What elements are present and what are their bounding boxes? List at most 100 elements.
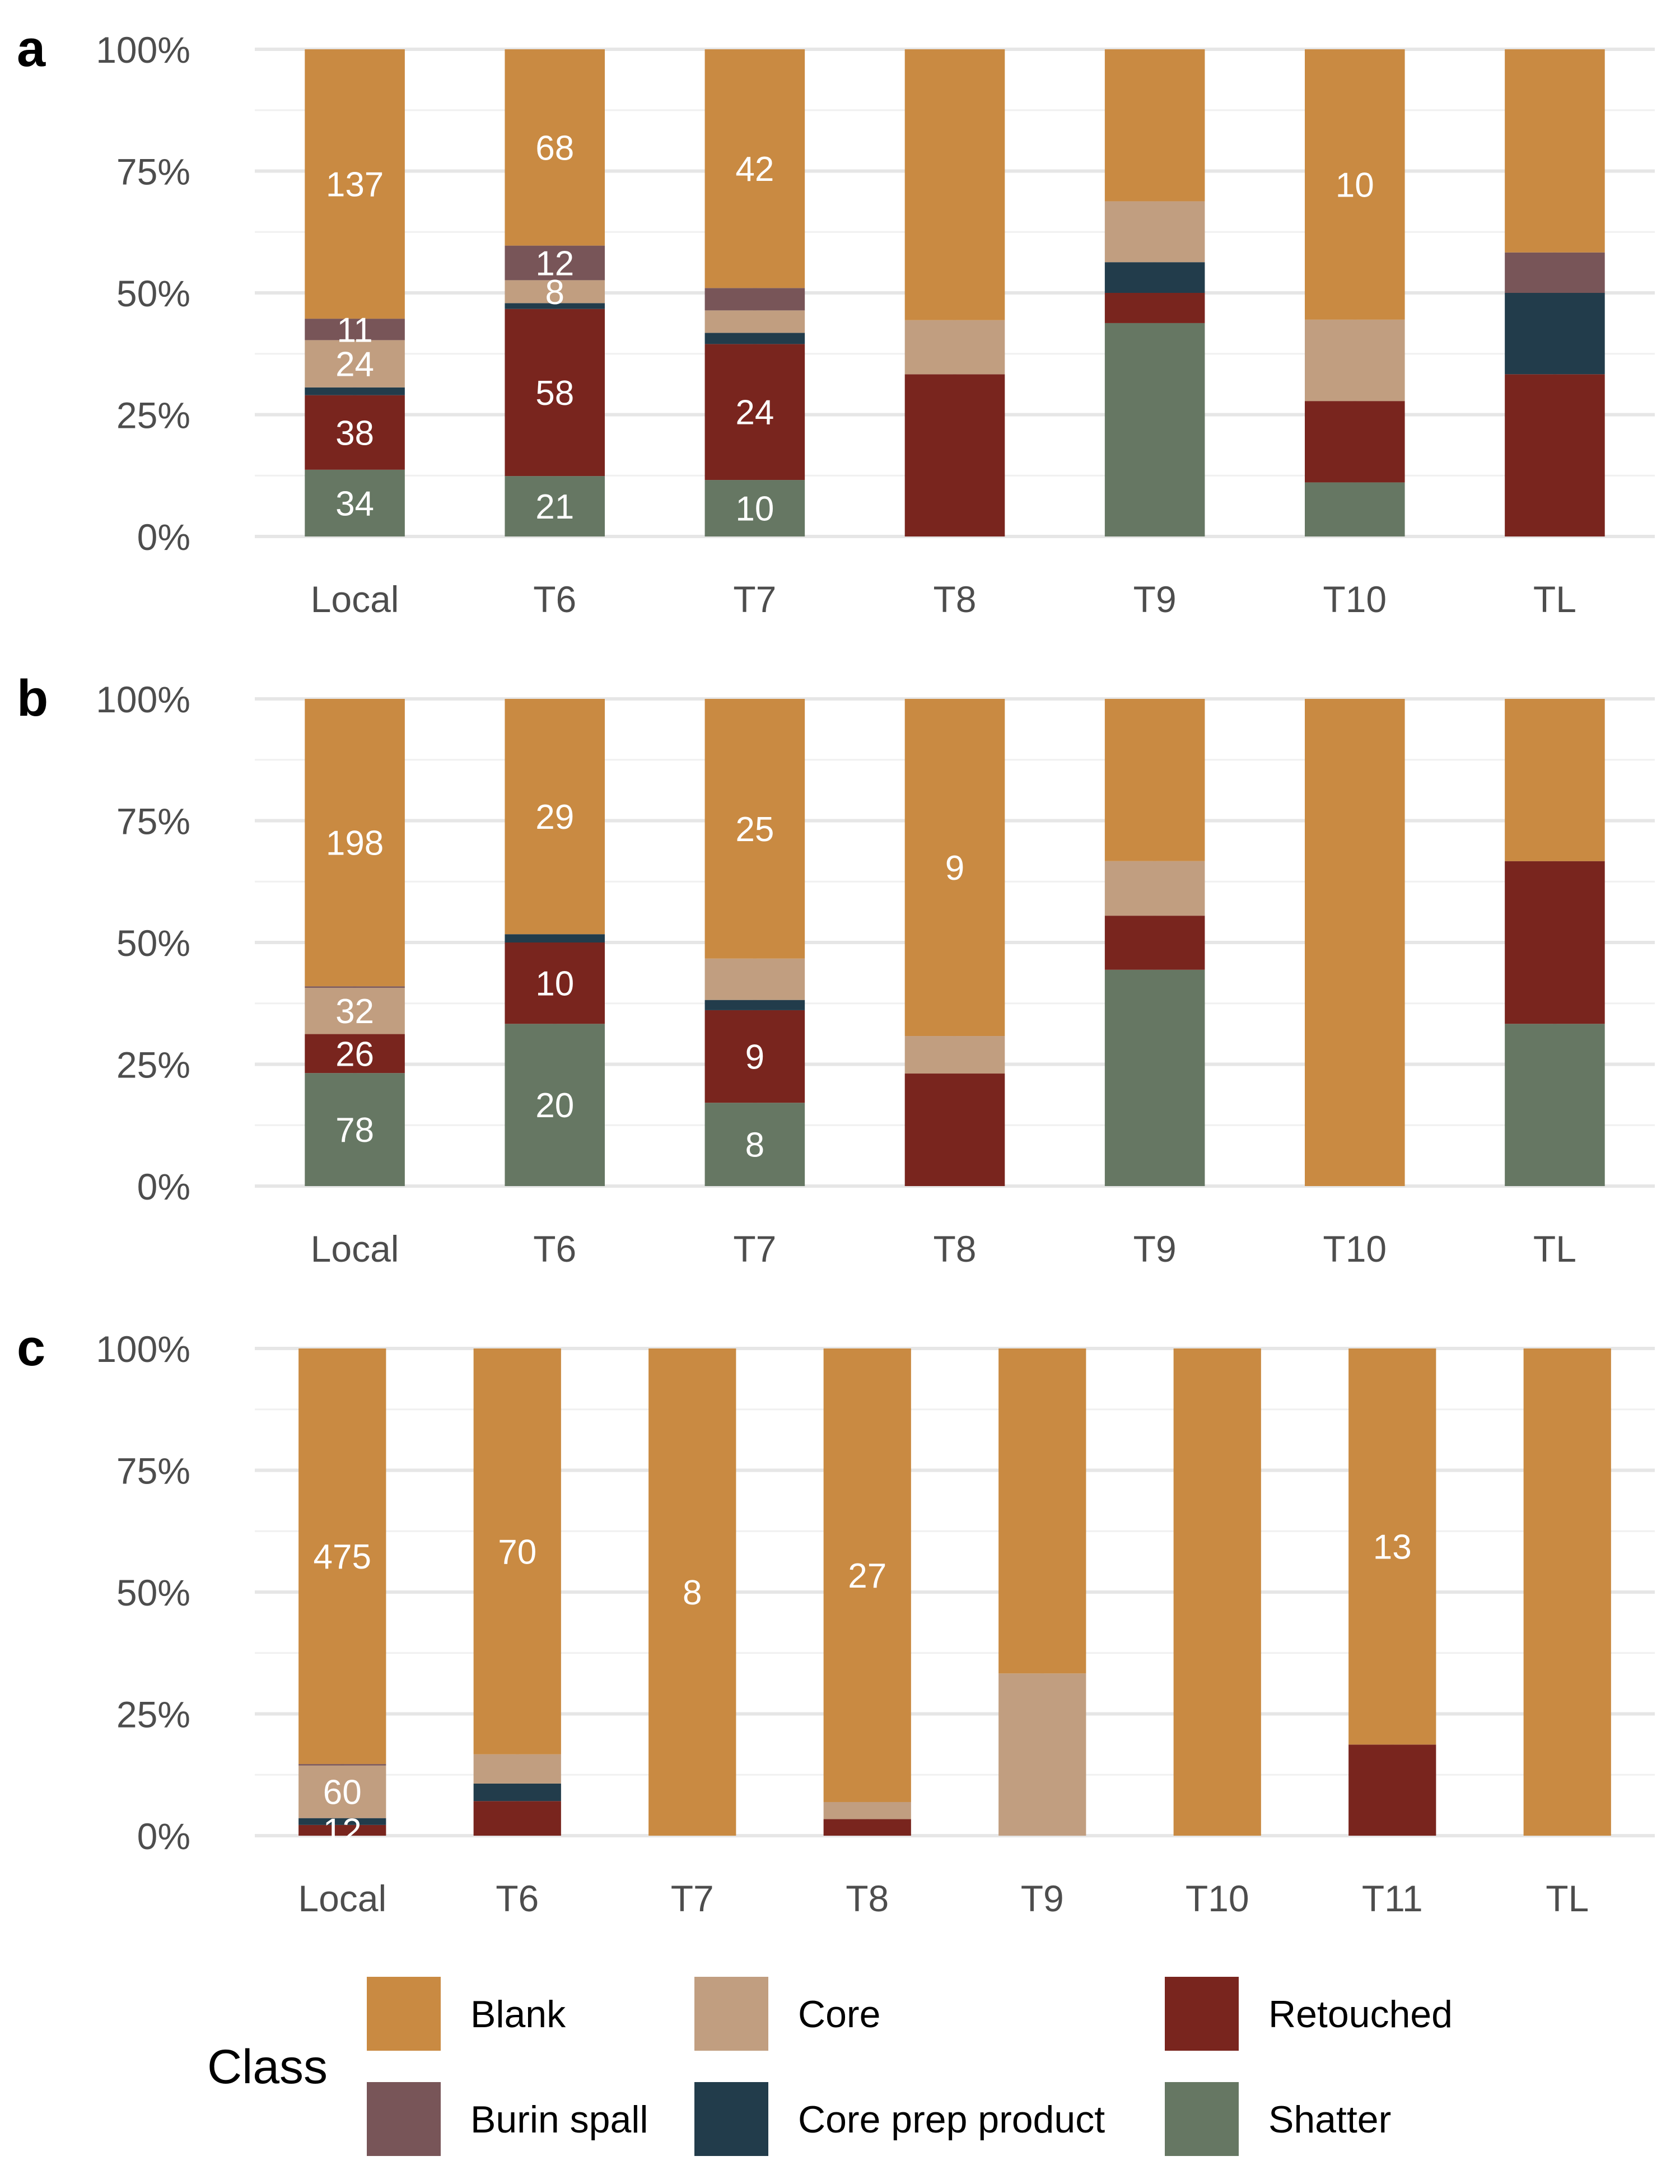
bar-segment-retouched <box>704 1010 805 1103</box>
data-label: 21 <box>535 488 574 526</box>
bar-segment-retouched <box>1305 401 1405 483</box>
bar-segment-core <box>704 958 805 1000</box>
y-tick-label: 75% <box>116 1450 190 1492</box>
legend-swatch-shatter <box>1165 2082 1239 2156</box>
bar-segment-retouched <box>904 374 1005 536</box>
bar-segment-blank <box>505 49 605 246</box>
bar-segment-core <box>473 1754 561 1784</box>
bar-segment-core-prep-product <box>298 1818 386 1825</box>
bar-segment-core <box>305 340 405 388</box>
panel-letter-b: b <box>17 670 48 727</box>
y-tick-label: 50% <box>116 273 190 314</box>
bar-segment-shatter <box>704 1103 805 1186</box>
bar-segment-blank <box>1104 699 1205 861</box>
y-tick-label: 100% <box>96 1328 190 1370</box>
data-label: 10 <box>535 965 574 1004</box>
data-label: 26 <box>335 1035 374 1074</box>
legend-label-blank: Blank <box>470 1993 566 2036</box>
data-label: 8 <box>683 1574 702 1612</box>
x-tick-label: T8 <box>846 1878 889 1919</box>
x-tick-label: T10 <box>1323 578 1387 620</box>
data-label: 58 <box>535 374 574 413</box>
data-label: 12 <box>323 1812 362 1850</box>
bar-segment-shatter <box>1104 323 1205 536</box>
bar-segment-core-prep-product <box>505 303 605 309</box>
data-label: 24 <box>335 346 374 384</box>
x-tick-label: T6 <box>496 1878 539 1919</box>
legend-swatch-core-prep-product <box>694 2082 768 2156</box>
x-tick-label: TL <box>1533 578 1576 620</box>
x-tick-label: T7 <box>671 1878 714 1919</box>
legend-swatch-retouched <box>1165 1977 1239 2051</box>
bar-segment-shatter <box>1305 482 1405 536</box>
data-label: 25 <box>735 810 774 849</box>
bar-segment-core <box>904 320 1005 375</box>
legend-label-core: Core <box>798 1993 880 2036</box>
bar-segment-core <box>823 1802 911 1819</box>
bar-segment-core <box>904 1036 1005 1074</box>
data-label: 198 <box>326 824 384 863</box>
y-tick-label: 50% <box>116 1572 190 1613</box>
bar-segment-shatter <box>505 1024 605 1186</box>
y-tick-label: 0% <box>137 516 190 558</box>
x-tick-label: T6 <box>533 578 576 620</box>
x-tick-label: T7 <box>733 1228 776 1270</box>
bar-segment-retouched <box>505 942 605 1024</box>
bar-segment-blank <box>298 1348 386 1765</box>
bar-segment-retouched <box>298 1824 386 1836</box>
bar-segment-blank <box>648 1348 736 1836</box>
data-label: 42 <box>735 150 774 189</box>
bar-segment-retouched <box>1348 1744 1436 1836</box>
bar-segment-core-prep-product <box>505 934 605 942</box>
bar-segment-shatter <box>704 480 805 536</box>
bar-segment-core <box>1305 319 1405 402</box>
bar-segment-retouched <box>1505 374 1605 536</box>
bar-segment-retouched <box>305 395 405 470</box>
data-label: 12 <box>535 244 574 283</box>
legend-swatch-burin-spall <box>367 2082 441 2156</box>
data-label: 27 <box>848 1557 886 1595</box>
bar-segment-retouched <box>305 1034 405 1074</box>
bar-segment-blank <box>305 49 405 319</box>
data-label: 10 <box>735 490 774 529</box>
x-tick-label: Local <box>311 578 399 620</box>
y-tick-label: 0% <box>137 1816 190 1857</box>
legend-label-retouched: Retouched <box>1268 1993 1453 2036</box>
data-label: 70 <box>498 1533 536 1571</box>
bar-segment-blank <box>904 49 1005 320</box>
bar-segment-shatter <box>305 469 405 536</box>
bar-segment-core <box>998 1673 1086 1836</box>
bar-segment-blank <box>1348 1348 1436 1745</box>
x-tick-label: T10 <box>1186 1878 1249 1919</box>
data-label: 475 <box>314 1538 371 1576</box>
bar-segment-blank <box>305 699 405 987</box>
data-label: 8 <box>545 273 564 312</box>
y-tick-label: 100% <box>96 29 190 71</box>
x-tick-label: T10 <box>1323 1228 1387 1270</box>
bar-segment-core-prep-product <box>305 387 405 395</box>
bar-segment-shatter <box>1505 1024 1605 1186</box>
bar-segment-blank <box>1523 1348 1611 1836</box>
x-tick-label: T6 <box>533 1228 576 1270</box>
data-label: 68 <box>535 129 574 167</box>
x-tick-label: T11 <box>1362 1878 1423 1919</box>
legend-title: Class <box>207 2040 328 2094</box>
bar-segment-core <box>298 1765 386 1818</box>
data-label: 9 <box>945 849 964 888</box>
data-label: 11 <box>337 311 372 349</box>
bar-segment-shatter <box>305 1073 405 1186</box>
bar-segment-burin-spall <box>305 319 405 340</box>
bar-segment-blank <box>1173 1348 1261 1836</box>
x-tick-label: TL <box>1533 1228 1576 1270</box>
legend-swatch-blank <box>367 1977 441 2051</box>
bar-segment-burin-spall <box>298 1764 386 1766</box>
bar-segment-retouched <box>473 1801 561 1836</box>
bar-segment-core-prep-product <box>473 1783 561 1802</box>
data-label: 78 <box>335 1111 374 1150</box>
data-label: 32 <box>335 992 374 1031</box>
bar-segment-shatter <box>505 476 605 536</box>
bar-segment-retouched <box>904 1074 1005 1186</box>
bar-segment-core <box>1104 201 1205 263</box>
y-tick-label: 50% <box>116 922 190 964</box>
